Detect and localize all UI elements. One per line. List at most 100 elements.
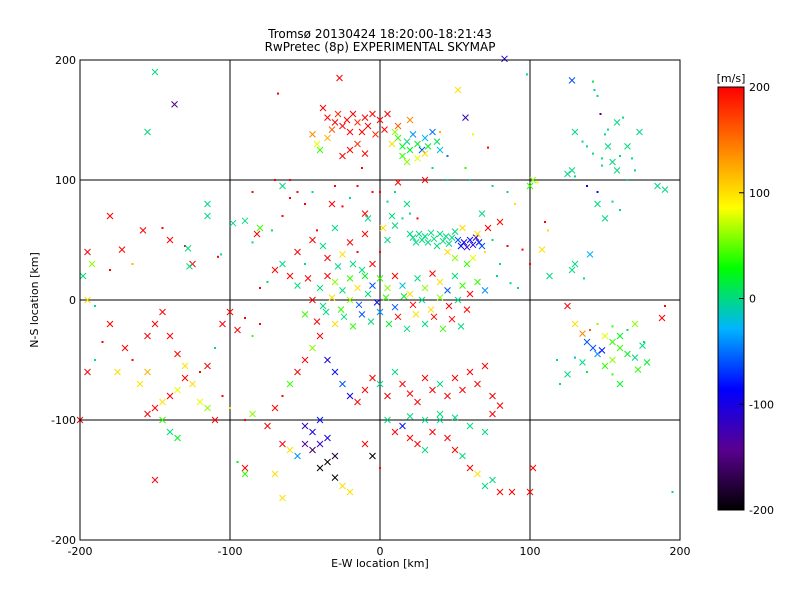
- point-cross: [159, 398, 166, 406]
- point-cross: [568, 77, 576, 84]
- point-cross: [334, 263, 342, 270]
- point-cross: [421, 233, 429, 240]
- point-cross: [442, 233, 450, 240]
- point-cross: [421, 320, 429, 328]
- point-dot: [349, 197, 351, 199]
- y-axis-label: N-S location [km]: [28, 252, 41, 348]
- point-cross: [331, 224, 339, 232]
- point-cross: [211, 416, 219, 424]
- point-cross: [354, 119, 361, 126]
- point-dot: [361, 167, 363, 169]
- point-cross: [319, 104, 327, 112]
- point-cross: [364, 290, 372, 298]
- point-dot: [596, 323, 599, 325]
- point-cross: [451, 254, 459, 262]
- point-cross: [346, 488, 354, 496]
- point-cross: [376, 275, 384, 282]
- point-cross: [331, 452, 339, 460]
- point-cross: [322, 308, 330, 316]
- point-cross: [121, 344, 129, 352]
- point-cross: [445, 302, 453, 310]
- point-cross: [661, 186, 669, 193]
- point-cross: [343, 116, 351, 124]
- point-dot: [529, 263, 531, 265]
- point-dot: [619, 155, 621, 157]
- x-axis-ticks: -200 -100 0 100 200: [68, 60, 691, 558]
- point-cross: [463, 243, 471, 251]
- y-tick-label: 0: [69, 294, 76, 307]
- point-cross: [385, 320, 393, 328]
- point-cross: [403, 138, 411, 145]
- point-cross: [384, 416, 391, 424]
- point-cross: [474, 380, 481, 388]
- point-cross: [316, 146, 324, 154]
- point-dot: [131, 263, 134, 265]
- point-cross: [226, 308, 234, 316]
- point-cross: [433, 242, 441, 250]
- point-cross: [294, 248, 301, 256]
- point-cross: [571, 128, 579, 136]
- point-cross: [406, 390, 414, 397]
- point-cross: [346, 275, 354, 282]
- point-cross: [391, 303, 399, 311]
- point-cross: [439, 237, 447, 245]
- point-cross: [478, 242, 486, 250]
- point-cross: [361, 440, 369, 448]
- point-dot: [304, 203, 306, 205]
- point-cross: [361, 114, 369, 121]
- point-dot: [506, 245, 509, 247]
- point-cross: [412, 239, 420, 246]
- point-cross: [403, 325, 411, 333]
- point-cross: [301, 311, 309, 318]
- point-dot: [109, 269, 111, 271]
- point-dot: [131, 359, 134, 361]
- point-cross: [361, 230, 369, 238]
- point-dot: [236, 461, 239, 463]
- point-dot: [251, 241, 254, 244]
- point-cross: [391, 222, 399, 229]
- point-cross: [316, 440, 324, 448]
- point-cross: [144, 128, 151, 136]
- point-dot: [499, 263, 501, 265]
- point-cross: [166, 392, 174, 400]
- point-cross: [448, 315, 456, 323]
- point-dot: [484, 251, 486, 253]
- point-dot: [446, 155, 449, 157]
- point-cross: [144, 410, 151, 418]
- point-cross: [391, 428, 399, 436]
- point-cross: [421, 150, 429, 157]
- point-dot: [296, 191, 299, 193]
- point-dot: [214, 347, 216, 349]
- point-cross: [331, 320, 339, 328]
- point-dot: [341, 205, 344, 208]
- point-dot: [259, 323, 261, 325]
- point-dot: [244, 317, 246, 319]
- point-cross: [294, 368, 301, 376]
- point-cross: [414, 275, 421, 282]
- point-cross: [166, 428, 174, 436]
- point-cross: [271, 404, 279, 412]
- point-dot: [599, 113, 602, 115]
- point-cross: [279, 182, 286, 190]
- point-cross: [436, 146, 444, 154]
- point-dot: [619, 209, 621, 211]
- point-cross: [448, 234, 456, 241]
- point-cross: [451, 272, 459, 280]
- point-cross: [331, 119, 339, 126]
- point-cross: [609, 356, 616, 364]
- point-cross: [286, 446, 294, 454]
- point-cross: [399, 282, 406, 289]
- point-cross: [166, 332, 174, 340]
- point-cross: [241, 217, 249, 225]
- point-cross: [331, 474, 339, 481]
- point-dot: [316, 229, 318, 232]
- point-dot: [536, 181, 539, 184]
- point-cross: [229, 219, 237, 227]
- point-cross: [472, 234, 480, 241]
- point-cross: [489, 392, 496, 400]
- point-cross: [286, 272, 294, 280]
- point-cross: [384, 392, 391, 400]
- point-cross: [364, 122, 372, 130]
- point-cross: [429, 128, 436, 136]
- point-cross: [643, 359, 651, 366]
